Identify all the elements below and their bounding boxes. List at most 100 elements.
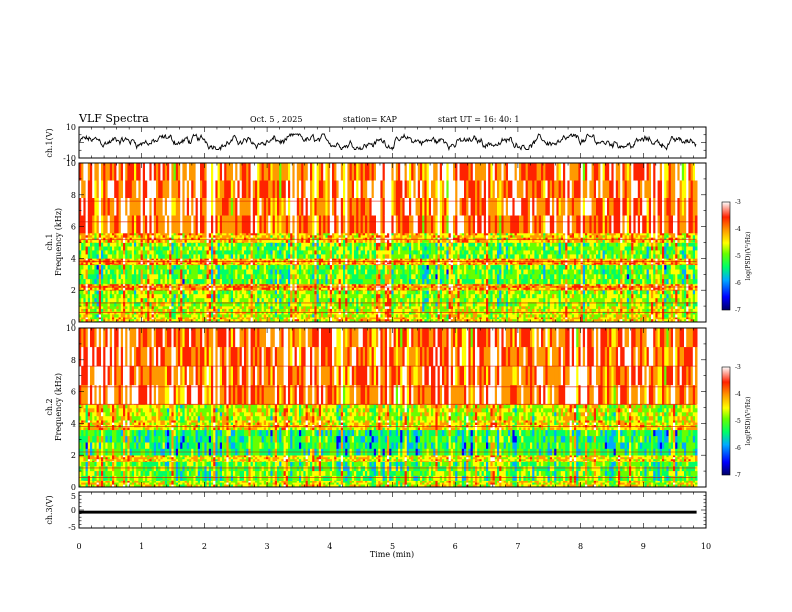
- spectrogram-cell: [176, 309, 179, 312]
- spectrogram-cell: [147, 288, 150, 290]
- spectrogram-cell: [182, 274, 185, 279]
- spectrogram-cell: [295, 264, 298, 265]
- spectrogram-cell: [266, 198, 269, 216]
- spectrogram-cell: [193, 240, 196, 243]
- spectrogram-cell: [174, 250, 177, 254]
- spectrogram-cell: [297, 262, 300, 264]
- spectrogram-cell: [347, 181, 350, 199]
- spectrogram-cell: [257, 254, 260, 258]
- spectrogram-cell: [145, 270, 148, 275]
- spectrogram-cell: [279, 235, 282, 238]
- spectrogram-cell: [213, 290, 216, 291]
- spectrogram-cell: [281, 288, 284, 290]
- spectrogram-cell: [259, 298, 262, 302]
- spectrogram-cell: [356, 290, 359, 291]
- spectrogram-cell: [292, 198, 295, 216]
- spectrogram-cell: [138, 216, 141, 234]
- spectrogram-cell: [191, 163, 194, 181]
- spectrogram-cell: [182, 319, 185, 321]
- spectrogram-cell: [244, 270, 247, 275]
- spectrogram-cell: [165, 279, 168, 284]
- spectrogram-cell: [292, 264, 295, 265]
- spectrogram-cell: [125, 294, 128, 298]
- spectrogram-cell: [367, 270, 370, 275]
- spectrogram-cell: [325, 279, 328, 284]
- spectrogram-cell: [266, 265, 269, 270]
- spectrogram-cell: [125, 233, 128, 236]
- spectrogram-cell: [336, 254, 339, 258]
- spectrogram-cell: [147, 265, 150, 270]
- spectrogram-cell: [110, 317, 113, 319]
- spectrogram-cell: [244, 258, 247, 260]
- spectrogram-cell: [185, 319, 188, 321]
- spectrogram-cell: [240, 288, 243, 290]
- spectrogram-cell: [246, 270, 249, 275]
- spectrogram-cell: [114, 294, 117, 298]
- spectrogram-cell: [345, 265, 348, 270]
- spectrogram-cell: [288, 250, 291, 254]
- spectrogram-cell: [253, 181, 256, 199]
- spectrogram-cell: [147, 294, 150, 298]
- spectrogram-cell: [209, 279, 212, 284]
- spectrogram-cell: [341, 247, 344, 251]
- spectrogram-cell: [295, 279, 298, 284]
- spectrogram-cell: [275, 288, 278, 290]
- spectrogram-cell: [233, 314, 236, 317]
- spectrogram-cell: [233, 216, 236, 234]
- spectrogram-cell: [163, 240, 166, 243]
- spectrogram-cell: [149, 264, 152, 265]
- spectrogram-cell: [97, 274, 100, 279]
- spectrogram-cell: [321, 216, 324, 234]
- spectrogram-cell: [321, 279, 324, 284]
- spectrogram-cell: [136, 258, 139, 260]
- spectrogram-cell: [345, 235, 348, 238]
- spectrogram-cell: [297, 233, 300, 236]
- spectrogram-cell: [147, 290, 150, 291]
- spectrogram-cell: [367, 243, 370, 247]
- spectrogram-cell: [209, 250, 212, 254]
- spectrogram-cell: [141, 262, 144, 264]
- spectrogram-cell: [136, 274, 139, 279]
- spectrogram-cell: [103, 233, 106, 236]
- spectrogram-cell: [286, 262, 289, 264]
- spectrogram-cell: [90, 309, 93, 312]
- spectrogram-cell: [213, 243, 216, 247]
- spectrogram-cell: [158, 250, 161, 254]
- spectrogram-cell: [295, 294, 298, 298]
- spectrogram-cell: [191, 264, 194, 265]
- spectrogram-cell: [345, 298, 348, 302]
- spectrogram-cell: [187, 233, 190, 236]
- spectrogram-cell: [367, 288, 370, 290]
- spectrogram-cell: [339, 294, 342, 298]
- spectrogram-cell: [323, 309, 326, 312]
- spectrogram-cell: [347, 270, 350, 275]
- spectrogram-cell: [207, 254, 210, 258]
- spectrogram-cell: [281, 309, 284, 312]
- spectrogram-cell: [215, 254, 218, 258]
- spectrogram-cell: [158, 247, 161, 251]
- spectrogram-cell: [220, 290, 223, 294]
- spectrogram-cell: [350, 317, 353, 319]
- spectrogram-cell: [167, 317, 170, 319]
- spectrogram-cell: [114, 290, 117, 291]
- spectrogram-cell: [325, 317, 328, 319]
- spectrogram-cell: [319, 264, 322, 265]
- spectrogram-cell: [182, 240, 185, 243]
- spectrogram-cell: [301, 298, 304, 302]
- spectrogram-cell: [145, 317, 148, 319]
- spectrogram-cell: [110, 265, 113, 270]
- spectrogram-cell: [290, 250, 293, 254]
- spectrogram-cell: [176, 216, 179, 234]
- spectrogram-cell: [361, 294, 364, 298]
- spectrogram-cell: [198, 258, 201, 260]
- spectrogram-cell: [136, 250, 139, 254]
- spectrogram-cell: [284, 216, 287, 234]
- spectrogram-cell: [292, 254, 295, 258]
- spectrogram-cell: [152, 290, 155, 294]
- spectrogram-cell: [211, 317, 214, 319]
- spectrogram-cell: [290, 247, 293, 251]
- spectrogram-cell: [101, 274, 104, 279]
- spectrogram-cell: [339, 306, 342, 309]
- spectrogram-cell: [141, 216, 144, 234]
- spectrogram-cell: [147, 274, 150, 279]
